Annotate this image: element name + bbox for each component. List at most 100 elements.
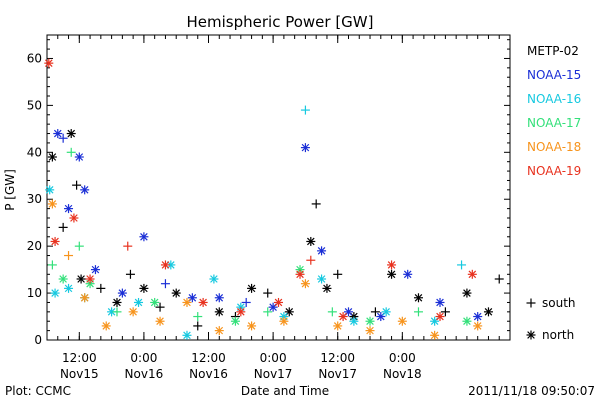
data-point: [125, 269, 135, 279]
y-axis-title: P [GW]: [3, 169, 17, 211]
y-tick-label: 40: [27, 145, 42, 159]
data-point: [74, 241, 84, 251]
data-point: [317, 246, 327, 256]
x-tick-date: Nov18: [383, 367, 422, 381]
data-point: [230, 316, 240, 326]
data-point: [66, 147, 76, 157]
legend-marker-south: [526, 298, 536, 308]
data-point: [209, 274, 219, 284]
data-point: [483, 307, 493, 317]
series-metp-02: [47, 129, 504, 331]
data-point: [64, 283, 74, 293]
data-point: [128, 307, 138, 317]
legend-entry: NOAA-19: [527, 164, 581, 178]
data-point: [279, 316, 289, 326]
data-point: [160, 279, 170, 289]
data-point: [45, 185, 55, 195]
data-point: [214, 307, 224, 317]
data-point: [117, 288, 127, 298]
data-point: [53, 129, 63, 139]
data-point: [322, 283, 332, 293]
data-point: [467, 269, 477, 279]
data-point: [139, 232, 149, 242]
x-tick-date: Nov17: [318, 367, 357, 381]
data-point: [214, 326, 224, 336]
data-point: [440, 307, 450, 317]
y-axis: 0 10 20 30 40 50 60: [27, 39, 510, 347]
data-point: [247, 283, 257, 293]
data-point: [349, 316, 359, 326]
data-point: [300, 279, 310, 289]
data-point: [90, 265, 100, 275]
data-point: [72, 180, 82, 190]
series-noaa-19: [44, 58, 477, 322]
x-tick-time: 12:00: [320, 351, 355, 365]
data-point: [96, 283, 106, 293]
data-point: [182, 297, 192, 307]
data-point: [198, 297, 208, 307]
x-tick-date: Nov16: [125, 367, 164, 381]
data-point: [333, 269, 343, 279]
data-point: [155, 302, 165, 312]
data-point: [214, 293, 224, 303]
data-point: [123, 241, 133, 251]
data-point: [247, 321, 257, 331]
data-point: [327, 307, 337, 317]
data-point: [134, 297, 144, 307]
data-point: [387, 260, 397, 270]
data-point: [150, 297, 160, 307]
y-tick-label: 0: [34, 333, 42, 347]
data-point: [236, 307, 246, 317]
data-point: [69, 213, 79, 223]
data-point: [85, 274, 95, 284]
data-point: [263, 288, 273, 298]
x-tick-date: Nov15: [60, 367, 99, 381]
data-point: [311, 199, 321, 209]
data-point: [397, 316, 407, 326]
data-point: [155, 316, 165, 326]
data-point: [193, 312, 203, 322]
data-point: [139, 283, 149, 293]
data-point: [182, 330, 192, 340]
data-point: [365, 326, 375, 336]
data-point: [274, 297, 283, 307]
data-point: [64, 204, 74, 214]
data-point: [300, 105, 310, 115]
data-point: [473, 321, 483, 331]
data-point: [66, 129, 76, 139]
plot-area: [46, 34, 511, 341]
data-point: [306, 255, 316, 265]
data-point: [112, 307, 122, 317]
data-points: [44, 58, 504, 340]
data-point: [171, 288, 181, 298]
data-point: [317, 274, 327, 284]
x-tick-date: Nov17: [254, 367, 293, 381]
data-point: [101, 321, 111, 331]
chart-title: Hemispheric Power [GW]: [187, 13, 374, 31]
data-point: [44, 58, 54, 68]
legend-entry: NOAA-18: [527, 140, 581, 154]
data-point: [58, 133, 68, 143]
legend-marker-north: [526, 330, 536, 340]
legend-marker-label: north: [542, 328, 574, 342]
plot-credit: Plot: CCMC: [5, 384, 71, 398]
data-point: [50, 236, 60, 246]
data-point: [300, 143, 310, 153]
plot-timestamp: 2011/11/18 09:50:07: [468, 384, 595, 398]
legend-entry: NOAA-15: [527, 68, 581, 82]
x-tick-time: 12:00: [191, 351, 226, 365]
data-point: [413, 307, 423, 317]
data-point: [160, 260, 170, 270]
data-point: [76, 274, 86, 284]
x-tick-time: 0:00: [130, 351, 157, 365]
data-point: [381, 307, 391, 317]
legend: METP-02 NOAA-15 NOAA-16 NOAA-17 NOAA-18 NOAA-…: [526, 44, 581, 342]
legend-entry: METP-02: [527, 44, 579, 58]
data-point: [430, 330, 440, 340]
data-point: [333, 321, 343, 331]
data-point: [435, 312, 445, 322]
x-tick-time: 0:00: [389, 351, 416, 365]
data-point: [47, 260, 57, 270]
data-point: [80, 185, 90, 195]
